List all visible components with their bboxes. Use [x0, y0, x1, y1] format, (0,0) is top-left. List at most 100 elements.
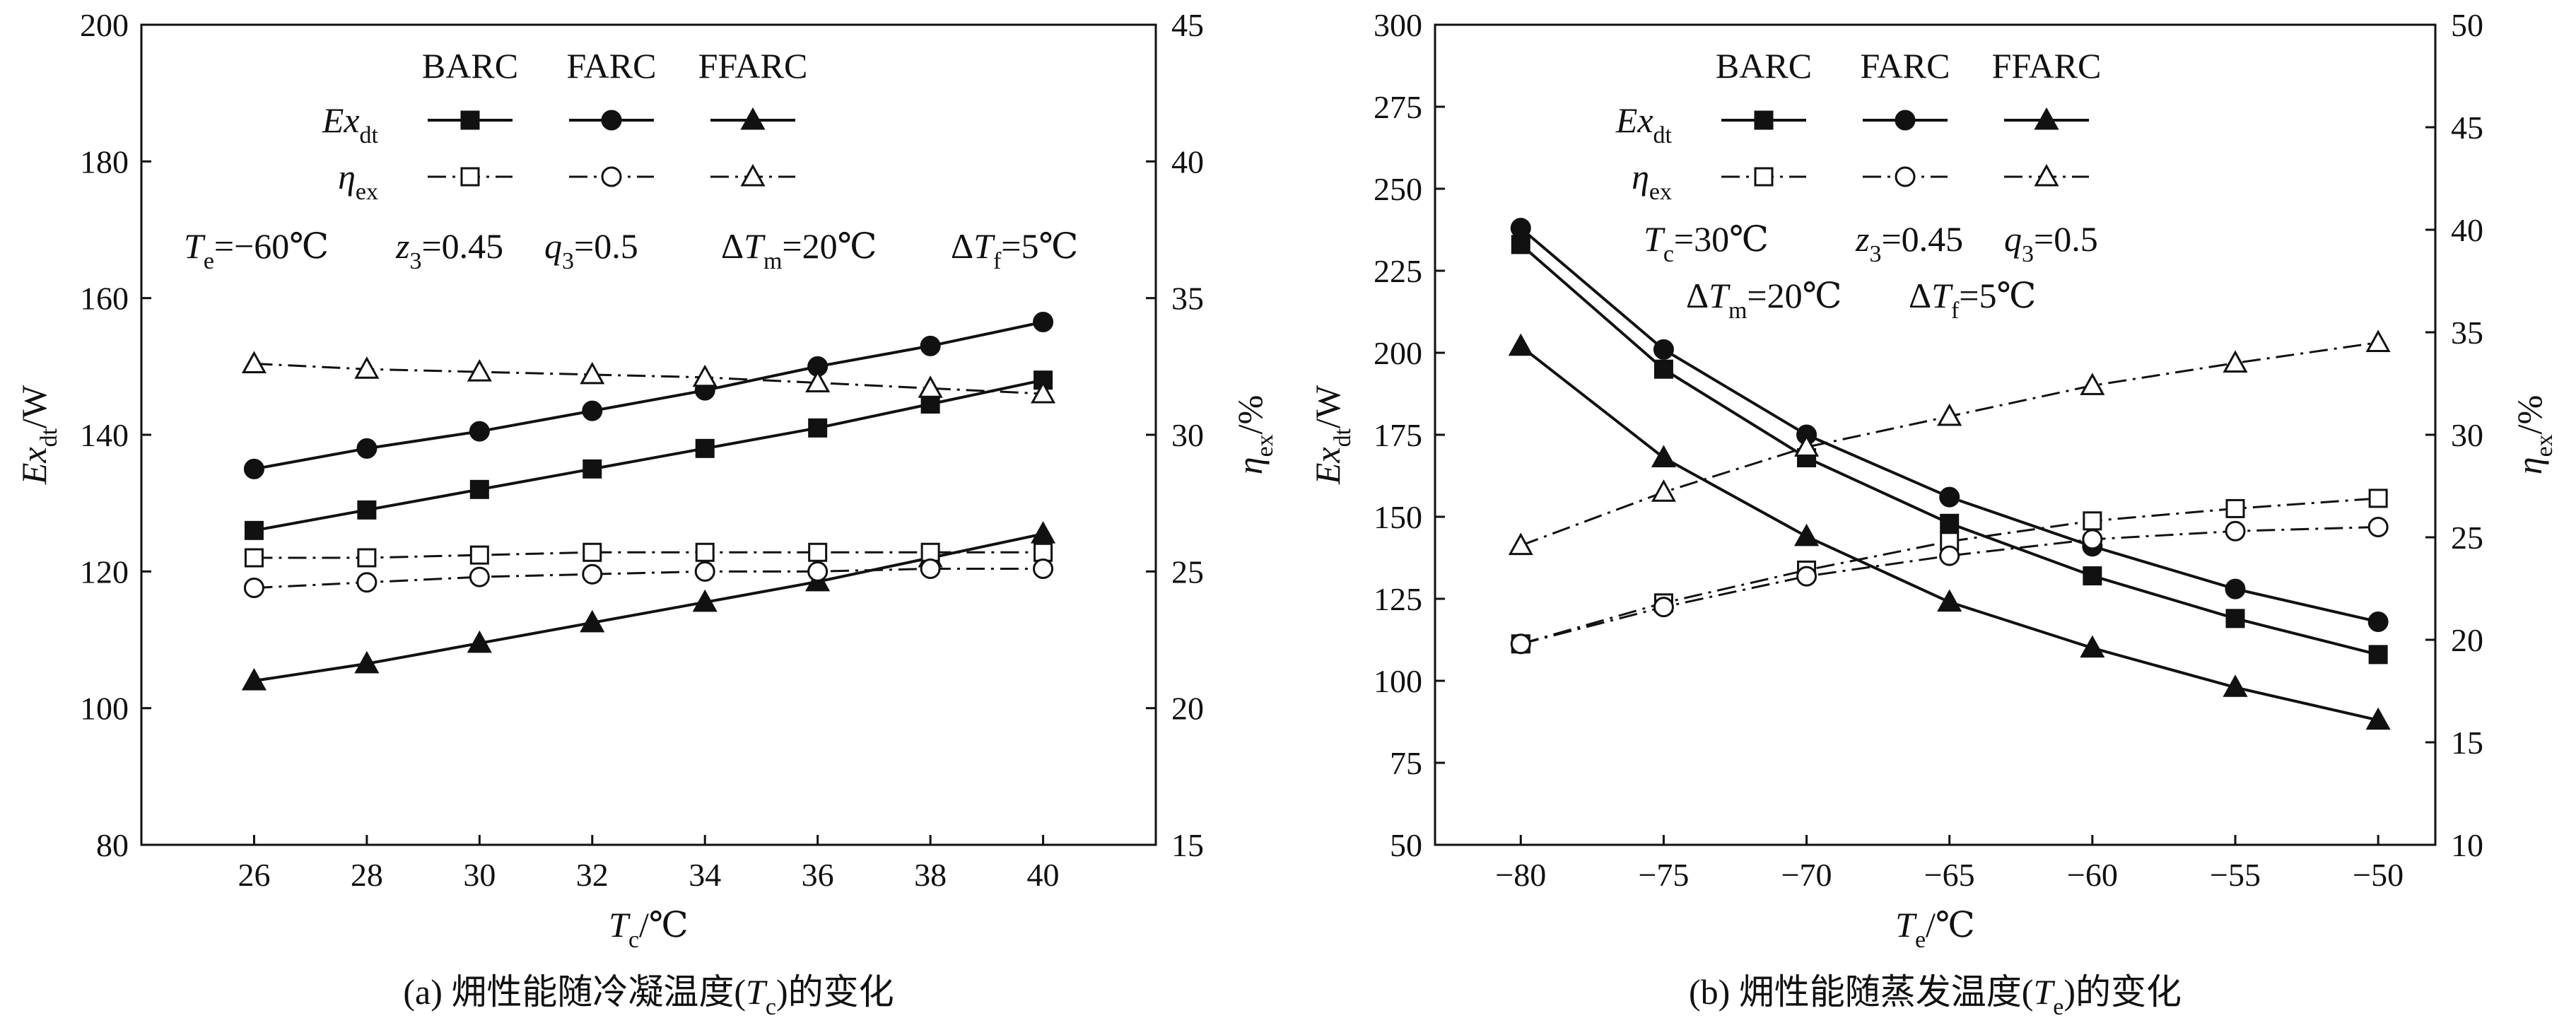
y-left-tick-label: 50 — [1390, 827, 1422, 863]
legend-marker — [1754, 167, 1774, 187]
data-point — [1937, 403, 1962, 426]
y-right-tick-label: 10 — [2451, 827, 2483, 863]
chart-panel-b: 50 75 100 125 150 175 200 225 250 275 300 10 15 20 25 3… — [1308, 7, 2558, 1020]
data-point — [1939, 545, 1960, 566]
data-point — [354, 650, 380, 674]
series-line-barc-etaex — [254, 551, 1043, 559]
data-point — [582, 542, 602, 562]
condition-text: ΔTf=5℃ — [951, 226, 1078, 274]
y-left-tick-label: 100 — [1374, 663, 1422, 699]
legend-row-label-exdt: Exdt — [322, 100, 379, 148]
y-left-axis-label: Exdt/W — [14, 385, 62, 485]
y-right-axis-label-group: ηex/% — [1230, 395, 1278, 474]
y-left-tick-label: 275 — [1374, 89, 1422, 125]
data-point — [2367, 611, 2389, 632]
data-point — [1653, 339, 1674, 360]
conditions: Te=−60℃ z3=0.45 q3=0.5 ΔTm=20℃ ΔTf=5℃ — [184, 226, 1078, 274]
y-left-tick-label: 200 — [1374, 335, 1422, 371]
legend-row-label-etaex: ηex — [1632, 157, 1672, 205]
legend-row-label-exdt: Exdt — [1615, 100, 1673, 148]
data-point — [2368, 489, 2388, 508]
data-point — [2225, 498, 2245, 518]
y-left-axis-label-group: Exdt/W — [1308, 385, 1356, 485]
y-left-tick-label: 180 — [80, 144, 129, 180]
data-point — [920, 542, 940, 562]
y-left-tick-label: 125 — [1374, 581, 1422, 617]
plot-frame — [1434, 23, 2437, 846]
legend-header: FFARC — [1992, 46, 2102, 86]
condition-text: Te=−60℃ — [184, 226, 329, 274]
data-point — [920, 335, 941, 356]
data-point — [692, 364, 718, 387]
x-axis-label: Tc/℃ — [609, 905, 689, 953]
y-left-tick-label: 75 — [1390, 745, 1422, 781]
condition-text: ΔTf=5℃ — [1909, 276, 2036, 324]
data-point — [1653, 597, 1674, 618]
x-tick-label: −50 — [2353, 857, 2404, 893]
data-point — [469, 545, 489, 565]
y-right-axis-label: ηex/% — [2510, 395, 2558, 474]
data-point — [1508, 532, 1533, 556]
legend-marker — [1754, 110, 1774, 130]
data-point — [2368, 645, 2388, 665]
x-tick-label: −55 — [2210, 857, 2261, 893]
data-point — [808, 418, 828, 438]
y-left-axis-label: Exdt/W — [1308, 385, 1356, 485]
data-point — [2223, 350, 2248, 373]
data-point — [2223, 674, 2248, 697]
y-right-tick-label: 35 — [2451, 315, 2483, 351]
series-line-farc-exdt — [254, 320, 1043, 471]
condition-text: z3=0.45 — [395, 226, 503, 274]
data-point — [920, 394, 940, 414]
data-point — [1510, 633, 1531, 655]
data-point — [243, 578, 264, 599]
data-point — [1939, 486, 1960, 508]
y-right-tick-label: 20 — [1171, 691, 1204, 727]
condition-text: Tc=30℃ — [1644, 219, 1769, 267]
y-right-tick-label: 50 — [2451, 7, 2483, 43]
data-point — [2365, 329, 2391, 352]
data-point — [695, 542, 715, 562]
data-point — [1511, 235, 1530, 255]
data-point — [582, 459, 602, 479]
y-left-tick-label: 175 — [1374, 417, 1422, 453]
x-tick-label: −65 — [1924, 857, 1975, 893]
y-left-tick-label: 80 — [96, 827, 129, 863]
y-left-tick-label: 300 — [1374, 7, 1422, 43]
series-line-farc-etaex — [254, 567, 1043, 590]
x-tick-label: 40 — [1027, 857, 1060, 893]
x-tick-label: 38 — [914, 857, 947, 893]
x-axis-label: Te/℃ — [1895, 905, 1975, 953]
x-tick-label: −75 — [1638, 857, 1689, 893]
data-point — [2083, 566, 2102, 586]
data-point — [582, 563, 603, 585]
legend-marker — [601, 166, 622, 187]
data-point — [2365, 707, 2391, 730]
data-point — [356, 572, 377, 593]
condition-text: z3=0.45 — [1855, 219, 1963, 267]
y-left-tick-label: 140 — [80, 417, 129, 453]
data-point — [1653, 359, 1673, 379]
legend-header: BARC — [1716, 46, 1812, 86]
data-point — [580, 361, 605, 385]
x-tick-label: 32 — [576, 857, 609, 893]
data-point — [2080, 373, 2105, 395]
legend: BARC FARC FFARC Exdt ηex — [1615, 46, 2102, 205]
series-line-ffarc-etaex — [254, 362, 1043, 395]
data-point — [1796, 566, 1817, 587]
data-point — [692, 589, 718, 612]
data-point — [467, 358, 492, 382]
data-point — [1651, 445, 1676, 467]
legend: BARC FARC FFARC Exdt ηex — [322, 46, 808, 205]
legend-row-label-etaex: ηex — [338, 157, 378, 205]
x-tick-label: 30 — [463, 857, 496, 893]
data-point — [1033, 312, 1054, 332]
data-point — [1031, 521, 1056, 544]
data-point — [1034, 542, 1053, 562]
chart-panel-a: 80 100 120 140 160 180 200 15 20 25 30 35 40 45 26 28 30… — [14, 7, 1278, 1020]
figure-caption: (a) 㶲性能随冷凝温度(Tc)的变化 — [403, 972, 894, 1020]
data-point — [1510, 218, 1531, 239]
x-tick-label: 26 — [238, 857, 270, 893]
legend-marker — [1895, 110, 1916, 131]
y-right-tick-label: 25 — [1171, 554, 1204, 590]
